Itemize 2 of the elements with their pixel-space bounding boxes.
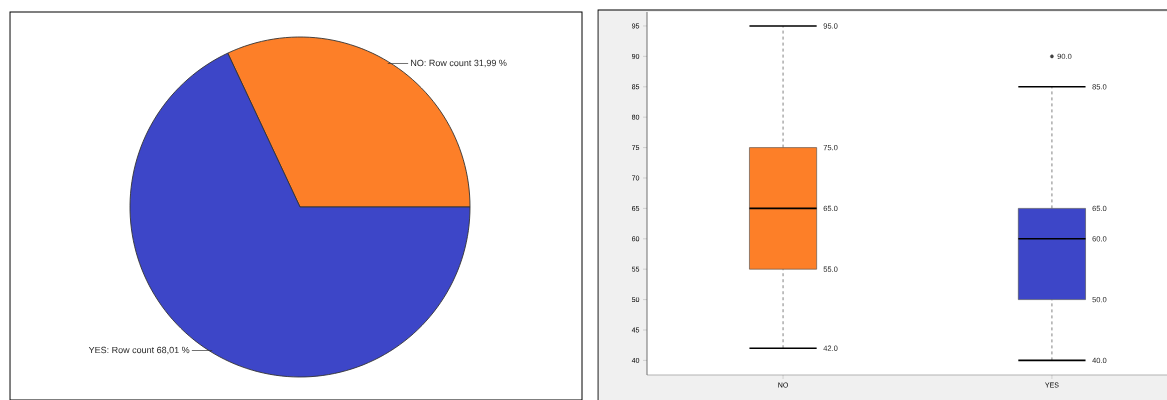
slice-label: YES: Row count 68,01 %: [88, 346, 190, 355]
slice-label: NO: Row count 31,99 %: [411, 59, 507, 68]
